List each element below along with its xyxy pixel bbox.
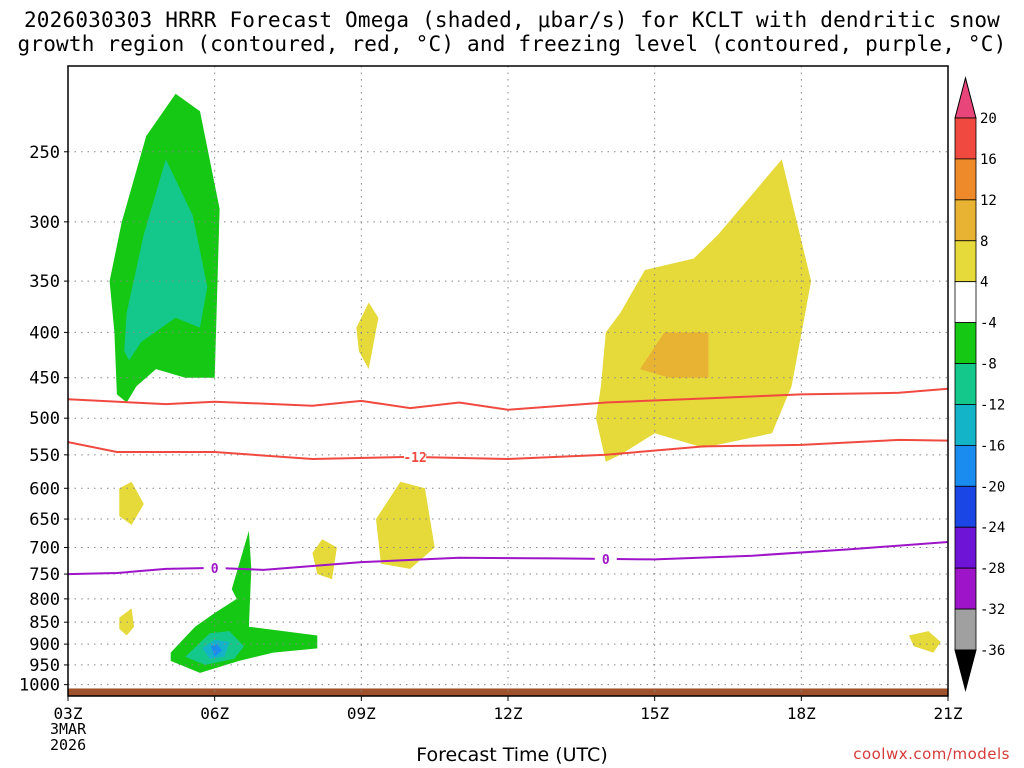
colorbar-tick-label: 4 xyxy=(980,275,988,291)
colorbar-bin xyxy=(954,567,977,610)
contour-label: 0 xyxy=(211,562,219,577)
colorbar-tick-label: 8 xyxy=(980,234,988,250)
colorbar: 20 16 12 8 4 -4 -8 -12 -16 -20 -24 -28 -32 -36 xyxy=(954,76,1005,692)
x-tick-label: 06Z xyxy=(200,704,229,723)
colorbar-bin xyxy=(954,240,977,283)
contour-label-bg xyxy=(203,559,226,576)
colorbar-tick-label: 20 xyxy=(980,111,997,127)
contour-label-bg xyxy=(594,550,617,567)
colorbar-bin xyxy=(954,281,977,324)
colorbar-bin xyxy=(954,322,977,364)
contour-line-2 xyxy=(68,541,948,576)
contour-label: 0 xyxy=(602,553,610,568)
y-tick-label: 600 xyxy=(29,479,60,499)
x-start-date-year: 2026 xyxy=(50,736,87,754)
omega-region-11 xyxy=(596,159,812,462)
y-tick-label: 850 xyxy=(29,613,60,633)
colorbar-tick-label: -28 xyxy=(980,561,1005,577)
colorbar-top-arrow xyxy=(954,76,977,119)
omega-region-6 xyxy=(119,481,144,525)
y-tick-label: 300 xyxy=(29,213,60,233)
y-tick-label: 250 xyxy=(29,143,60,163)
x-tick-label: 21Z xyxy=(934,704,963,723)
colorbar-tick-label: -32 xyxy=(980,602,1005,618)
colorbar-bin xyxy=(954,199,977,242)
omega-region-9 xyxy=(312,539,337,580)
x-tick-label: 15Z xyxy=(640,704,669,723)
colorbar-tick-label: -8 xyxy=(980,357,997,373)
y-tick-label: 350 xyxy=(29,272,60,292)
chart-title-line-2: growth region (contoured, red, °C) and f… xyxy=(17,32,1007,56)
colorbar-bin xyxy=(954,404,977,446)
colorbar-bin xyxy=(954,608,977,651)
x-tick-label: 18Z xyxy=(787,704,816,723)
y-tick-label: 750 xyxy=(29,565,60,585)
contour-label-bg xyxy=(404,449,427,466)
y-tick-label: 700 xyxy=(29,539,60,559)
contour-line-1 xyxy=(68,438,948,461)
source-credit: coolwx.com/models xyxy=(853,745,1010,763)
colorbar-tick-label: -20 xyxy=(980,479,1005,495)
x-axis-label: Forecast Time (UTC) xyxy=(416,744,608,766)
y-tick-label: 1000 xyxy=(19,676,60,696)
colorbar-bin xyxy=(954,485,977,528)
colorbar-tick-label: -12 xyxy=(980,397,1005,413)
omega-region-1 xyxy=(124,159,208,361)
omega-region-13 xyxy=(908,631,941,653)
colorbar-tick-label: -4 xyxy=(980,316,997,332)
terrain-band xyxy=(68,688,948,696)
y-tick-label: 550 xyxy=(29,446,60,466)
y-tick-label: 650 xyxy=(29,510,60,530)
x-start-date-day: 3MAR xyxy=(50,720,87,738)
colorbar-bin xyxy=(954,444,977,487)
y-tick-label: 450 xyxy=(29,369,60,389)
x-tick-label: 03Z xyxy=(54,704,83,723)
colorbar-bin xyxy=(954,363,977,405)
colorbar-bin xyxy=(954,117,977,160)
colorbar-bin xyxy=(954,526,977,569)
contour-line-0 xyxy=(68,387,948,411)
colorbar-tick-label: 12 xyxy=(980,193,997,209)
chart-title-line-1: 2026030303 HRRR Forecast Omega (shaded, … xyxy=(23,8,1001,32)
x-tick-label: 09Z xyxy=(347,704,376,723)
colorbar-tick-label: -24 xyxy=(980,520,1005,536)
colorbar-tick-label: 16 xyxy=(980,152,997,168)
colorbar-bottom-arrow xyxy=(954,649,977,692)
omega-region-8 xyxy=(356,302,379,370)
contour-label: -12 xyxy=(403,451,426,466)
plot-area: -12 0 0 xyxy=(68,66,948,696)
omega-region-5 xyxy=(210,644,222,657)
y-tick-label: 800 xyxy=(29,590,60,610)
y-tick-label: 400 xyxy=(29,323,60,343)
colorbar-tick-label: -36 xyxy=(980,643,1005,659)
y-tick-label: 500 xyxy=(29,409,60,429)
colorbar-tick-label: -16 xyxy=(980,438,1005,454)
y-tick-label: 900 xyxy=(29,635,60,655)
colorbar-bin xyxy=(954,158,977,201)
omega-region-12 xyxy=(640,332,709,378)
x-tick-label: 12Z xyxy=(494,704,523,723)
y-tick-label: 950 xyxy=(29,656,60,676)
